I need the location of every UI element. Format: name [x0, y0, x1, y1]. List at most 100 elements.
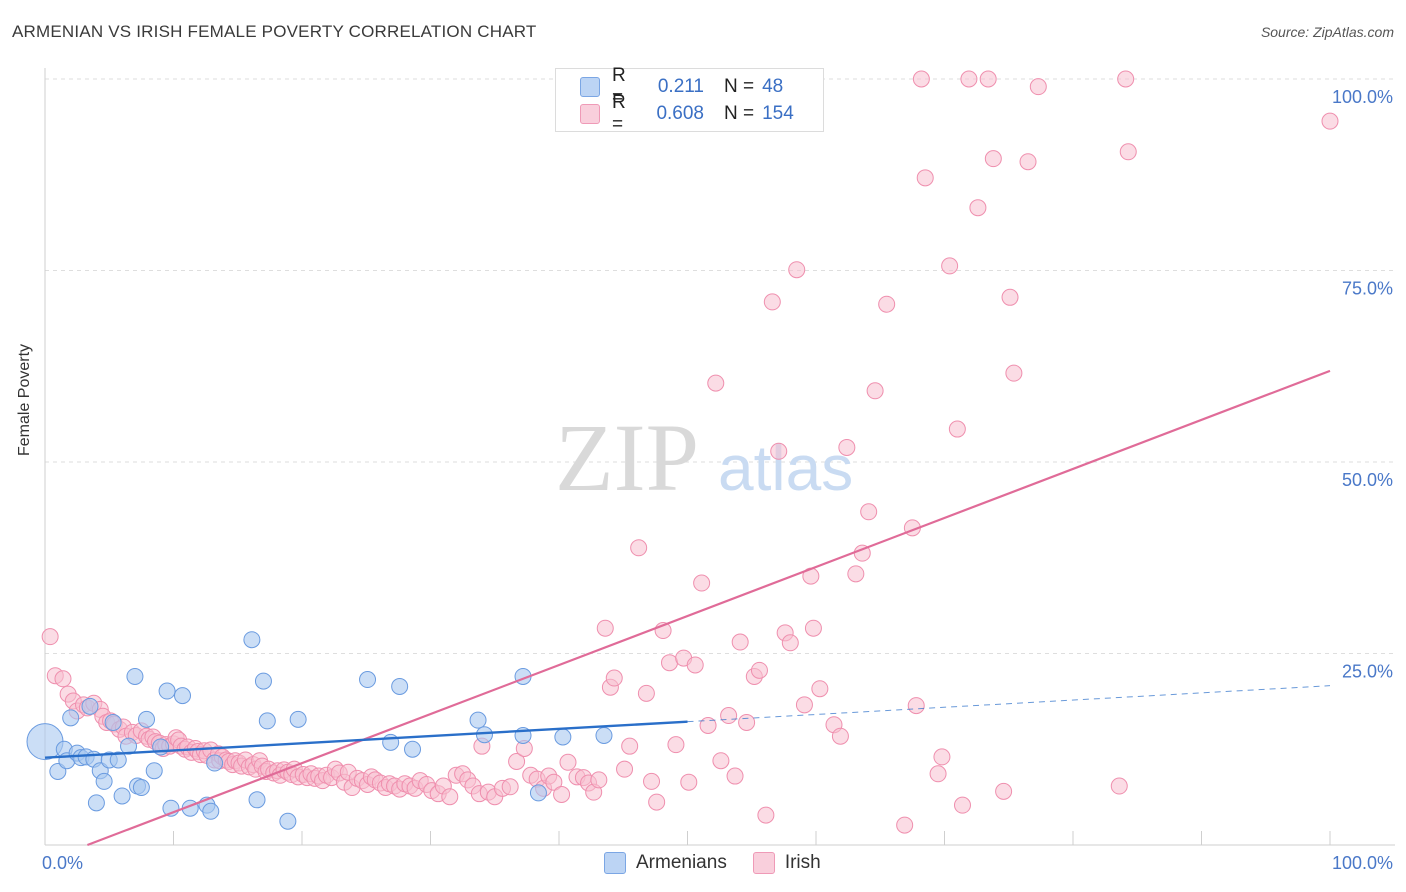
- y-axis-label: Female Poverty: [16, 343, 33, 456]
- watermark-atlas: atlas: [718, 432, 853, 504]
- irish-point: [1117, 70, 1135, 88]
- irish-point: [726, 767, 744, 785]
- irish-point: [984, 150, 1002, 168]
- irish-point: [41, 628, 59, 646]
- irish-point: [643, 772, 661, 790]
- legend-row-irish: R = 0.608 N = 154: [580, 92, 794, 135]
- irish-point: [441, 788, 459, 806]
- irish-point: [763, 293, 781, 311]
- irish-point: [929, 765, 947, 783]
- irish-point: [948, 420, 966, 438]
- watermark: ZIP atlas: [555, 404, 853, 511]
- armenian-point: [258, 712, 276, 730]
- irish-point: [770, 442, 788, 460]
- armenian-point: [113, 787, 131, 805]
- armenian-point: [95, 772, 113, 790]
- irish-point: [750, 661, 768, 679]
- armenian-point: [382, 733, 400, 751]
- armenians-legend-label: Armenians: [636, 852, 727, 873]
- armenian-point: [145, 762, 163, 780]
- irish-point: [661, 654, 679, 672]
- armenian-point: [138, 710, 156, 728]
- irish-point: [738, 713, 756, 731]
- irish-r-value: 0.608: [656, 103, 704, 124]
- irish-point: [559, 753, 577, 771]
- irish-point: [1029, 78, 1047, 96]
- x-tick-labels: 0.0% 100.0%: [42, 853, 1393, 873]
- irish-r-label: R =: [612, 92, 626, 135]
- irish-point: [648, 793, 666, 811]
- irish-points: [41, 70, 1339, 834]
- irish-point: [637, 684, 655, 702]
- legend-item-armenians[interactable]: Armenians: [604, 852, 727, 874]
- irish-point: [712, 752, 730, 770]
- irish-point: [1001, 288, 1019, 306]
- irish-point: [501, 778, 519, 796]
- y-tick-label: 50.0%: [1342, 470, 1393, 490]
- irish-point: [1019, 153, 1037, 171]
- armenian-trend-extension: [687, 685, 1331, 723]
- armenian-points: [26, 631, 613, 830]
- armenian-point: [206, 754, 224, 772]
- irish-point: [804, 619, 822, 637]
- armenian-point: [279, 812, 297, 830]
- irish-point: [707, 374, 725, 392]
- y-tick-label: 75.0%: [1342, 279, 1393, 299]
- irish-point: [1110, 777, 1128, 795]
- irish-point: [667, 736, 685, 754]
- x-tick-label: 0.0%: [42, 853, 83, 873]
- armenian-point: [595, 726, 613, 744]
- armenian-point: [554, 728, 572, 746]
- armenian-point: [104, 713, 122, 731]
- irish-point: [979, 70, 997, 88]
- y-tick-labels: 25.0% 50.0% 75.0% 100.0%: [1332, 87, 1393, 682]
- armenian-point: [202, 802, 220, 820]
- irish-point: [621, 737, 639, 755]
- irish-point: [686, 656, 704, 674]
- irish-point: [953, 796, 971, 814]
- irish-n-value: 154: [762, 103, 794, 124]
- irish-point: [616, 760, 634, 778]
- irish-point: [866, 382, 884, 400]
- irish-point: [781, 634, 799, 652]
- armenian-point: [158, 682, 176, 700]
- armenian-point: [173, 687, 191, 705]
- irish-point: [508, 753, 526, 771]
- irish-point: [860, 503, 878, 521]
- series-legend: Armenians Irish: [604, 852, 847, 874]
- irish-point: [838, 438, 856, 456]
- irish-point: [788, 261, 806, 279]
- irish-point: [795, 696, 813, 714]
- armenians-r-value: 0.211: [657, 76, 704, 97]
- armenians-swatch: [580, 77, 600, 97]
- armenian-point: [359, 671, 377, 689]
- irish-legend-label: Irish: [784, 852, 821, 873]
- irish-legend-swatch: [752, 852, 775, 874]
- armenian-point: [529, 784, 547, 802]
- irish-point: [969, 199, 987, 217]
- axes: [44, 68, 1395, 846]
- irish-point: [907, 697, 925, 715]
- armenian-point: [248, 791, 266, 809]
- irish-point: [916, 169, 934, 187]
- watermark-zip: ZIP: [555, 404, 699, 511]
- irish-point: [757, 806, 775, 824]
- irish-point: [1005, 364, 1023, 382]
- irish-point: [847, 565, 865, 583]
- irish-point: [693, 574, 711, 592]
- irish-point: [912, 70, 930, 88]
- irish-point: [1119, 143, 1137, 161]
- legend-item-irish[interactable]: Irish: [752, 852, 821, 874]
- irish-point: [605, 669, 623, 687]
- armenian-point: [126, 667, 144, 685]
- irish-swatch: [580, 104, 600, 124]
- irish-point: [941, 257, 959, 275]
- irish-point: [878, 295, 896, 313]
- armenian-point: [132, 779, 150, 797]
- chart-title: ARMENIAN VS IRISH FEMALE POVERTY CORRELA…: [12, 22, 537, 41]
- irish-point: [995, 782, 1013, 800]
- source-label: Source: ZipAtlas.com: [1260, 24, 1394, 40]
- irish-point: [960, 70, 978, 88]
- stats-legend: R = 0.211 N = 48 R = 0.608 N = 154: [555, 65, 824, 135]
